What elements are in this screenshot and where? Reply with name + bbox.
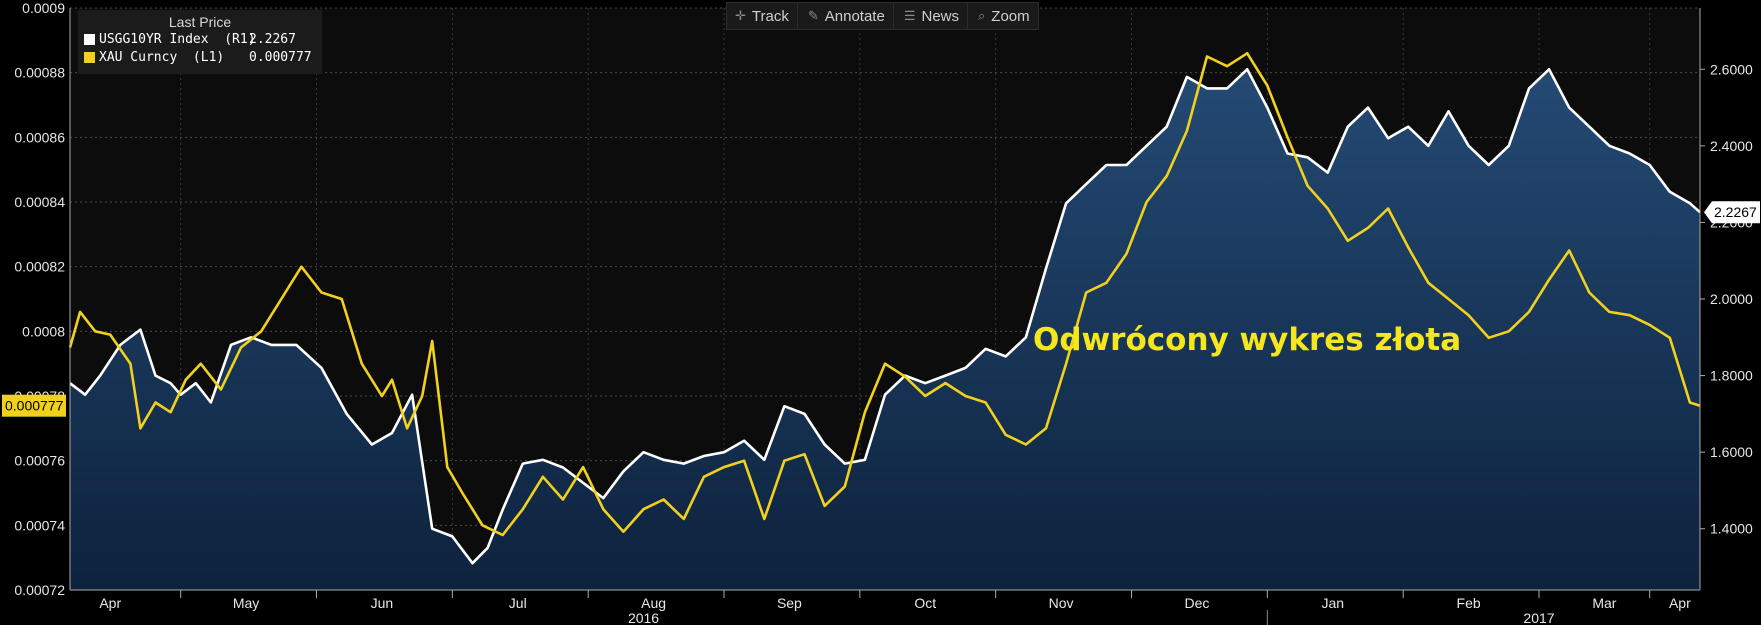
annotate-button[interactable]: ✎ Annotate	[800, 3, 894, 29]
y-right-tick-label: 2.4000	[1710, 138, 1753, 154]
chart-toolbar: ✛ Track ✎ Annotate ☰ News ⌕ Zoom	[726, 2, 1039, 30]
x-tick-label: Oct	[914, 595, 936, 611]
y-left-tick-label: 0.00076	[14, 453, 65, 469]
crosshair-icon: ✛	[735, 8, 746, 23]
zoom-label: Zoom	[991, 7, 1030, 25]
x-tick-label: Aug	[641, 595, 666, 611]
x-tick-label: Feb	[1457, 595, 1481, 611]
y-left-tick-label: 0.00072	[14, 582, 65, 598]
chart-annotation: Odwrócony wykres złota	[1033, 322, 1462, 358]
zoom-button[interactable]: ⌕ Zoom	[970, 3, 1038, 29]
annotate-label: Annotate	[824, 7, 885, 25]
zoom-icon: ⌕	[978, 8, 986, 23]
x-tick-label: Apr	[99, 595, 121, 611]
y-right-tick-label: 1.6000	[1710, 444, 1753, 460]
y-left-tick-label: 0.00074	[14, 517, 65, 533]
track-button[interactable]: ✛ Track	[727, 3, 798, 29]
us10y-series-line	[69, 68, 1701, 565]
us10y-last-value-marker	[1704, 201, 1760, 224]
x-year-label: 2016	[628, 610, 659, 625]
track-label: Track	[751, 7, 789, 25]
legend-title: Last Price	[168, 14, 232, 30]
y-right-tick-label: 1.8000	[1710, 368, 1753, 384]
news-button[interactable]: ☰ News	[896, 3, 968, 29]
us10y-swatch	[84, 33, 95, 45]
x-tick-label: May	[233, 595, 259, 611]
x-tick-label: Dec	[1184, 595, 1209, 611]
pencil-icon: ✎	[807, 8, 819, 23]
xau-series-line	[68, 52, 1701, 537]
x-axis: Apr May Jun Jul Aug Sep Oct Nov Dec Jan Feb Mar Apr 2…	[70, 589, 1700, 625]
xau-swatch	[84, 51, 95, 63]
x-tick-label: Nov	[1049, 595, 1074, 611]
y-axis-right: 1.40001.60001.80002.00002.20002.40002.60…	[1699, 8, 1753, 590]
y-left-tick-label: 0.00082	[14, 259, 65, 275]
xau-last-value-marker	[2, 394, 66, 417]
xau-last-value-label: 0.000777	[5, 398, 64, 414]
x-tick-label: Sep	[777, 595, 802, 611]
y-left-tick-label: 0.0009	[22, 0, 65, 16]
y-right-tick-label: 1.4000	[1710, 521, 1753, 537]
y-right-tick-label: 2.6000	[1710, 61, 1753, 77]
last-value-markers: 2.2267 0.000777	[2, 201, 1760, 417]
legend-series-name: USGG10YR Index (R1)	[99, 31, 256, 47]
x-tick-label: Jun	[371, 595, 394, 611]
x-tick-label: Mar	[1592, 595, 1616, 611]
news-label: News	[921, 7, 959, 25]
x-tick-label: Jan	[1321, 595, 1344, 611]
legend-series-value: 2.2267	[249, 31, 296, 47]
y-left-tick-label: 0.00086	[14, 129, 65, 145]
y-left-tick-label: 0.00084	[14, 194, 65, 210]
y-left-tick-label: 0.00088	[14, 65, 65, 81]
x-tick-label: Apr	[1669, 595, 1691, 611]
us10y-last-value-label: 2.2267	[1714, 204, 1757, 220]
legend-entry-xau[interactable]: XAU Curncy (L1) 0.000777	[78, 48, 322, 66]
chart-legend: Last Price USGG10YR Index (R1) 2.2267 XA…	[78, 10, 322, 74]
x-year-label: 2017	[1523, 610, 1554, 625]
y-left-tick-label: 0.0008	[22, 323, 65, 339]
legend-entry-us10y[interactable]: USGG10YR Index (R1) 2.2267	[78, 30, 322, 48]
x-tick-label: Jul	[509, 595, 527, 611]
us10y-area-fill	[70, 69, 1700, 591]
y-right-tick-label: 2.0000	[1710, 291, 1753, 307]
news-icon: ☰	[903, 8, 916, 23]
legend-series-name: XAU Curncy (L1)	[99, 49, 225, 65]
legend-series-value: 0.000777	[249, 49, 312, 65]
